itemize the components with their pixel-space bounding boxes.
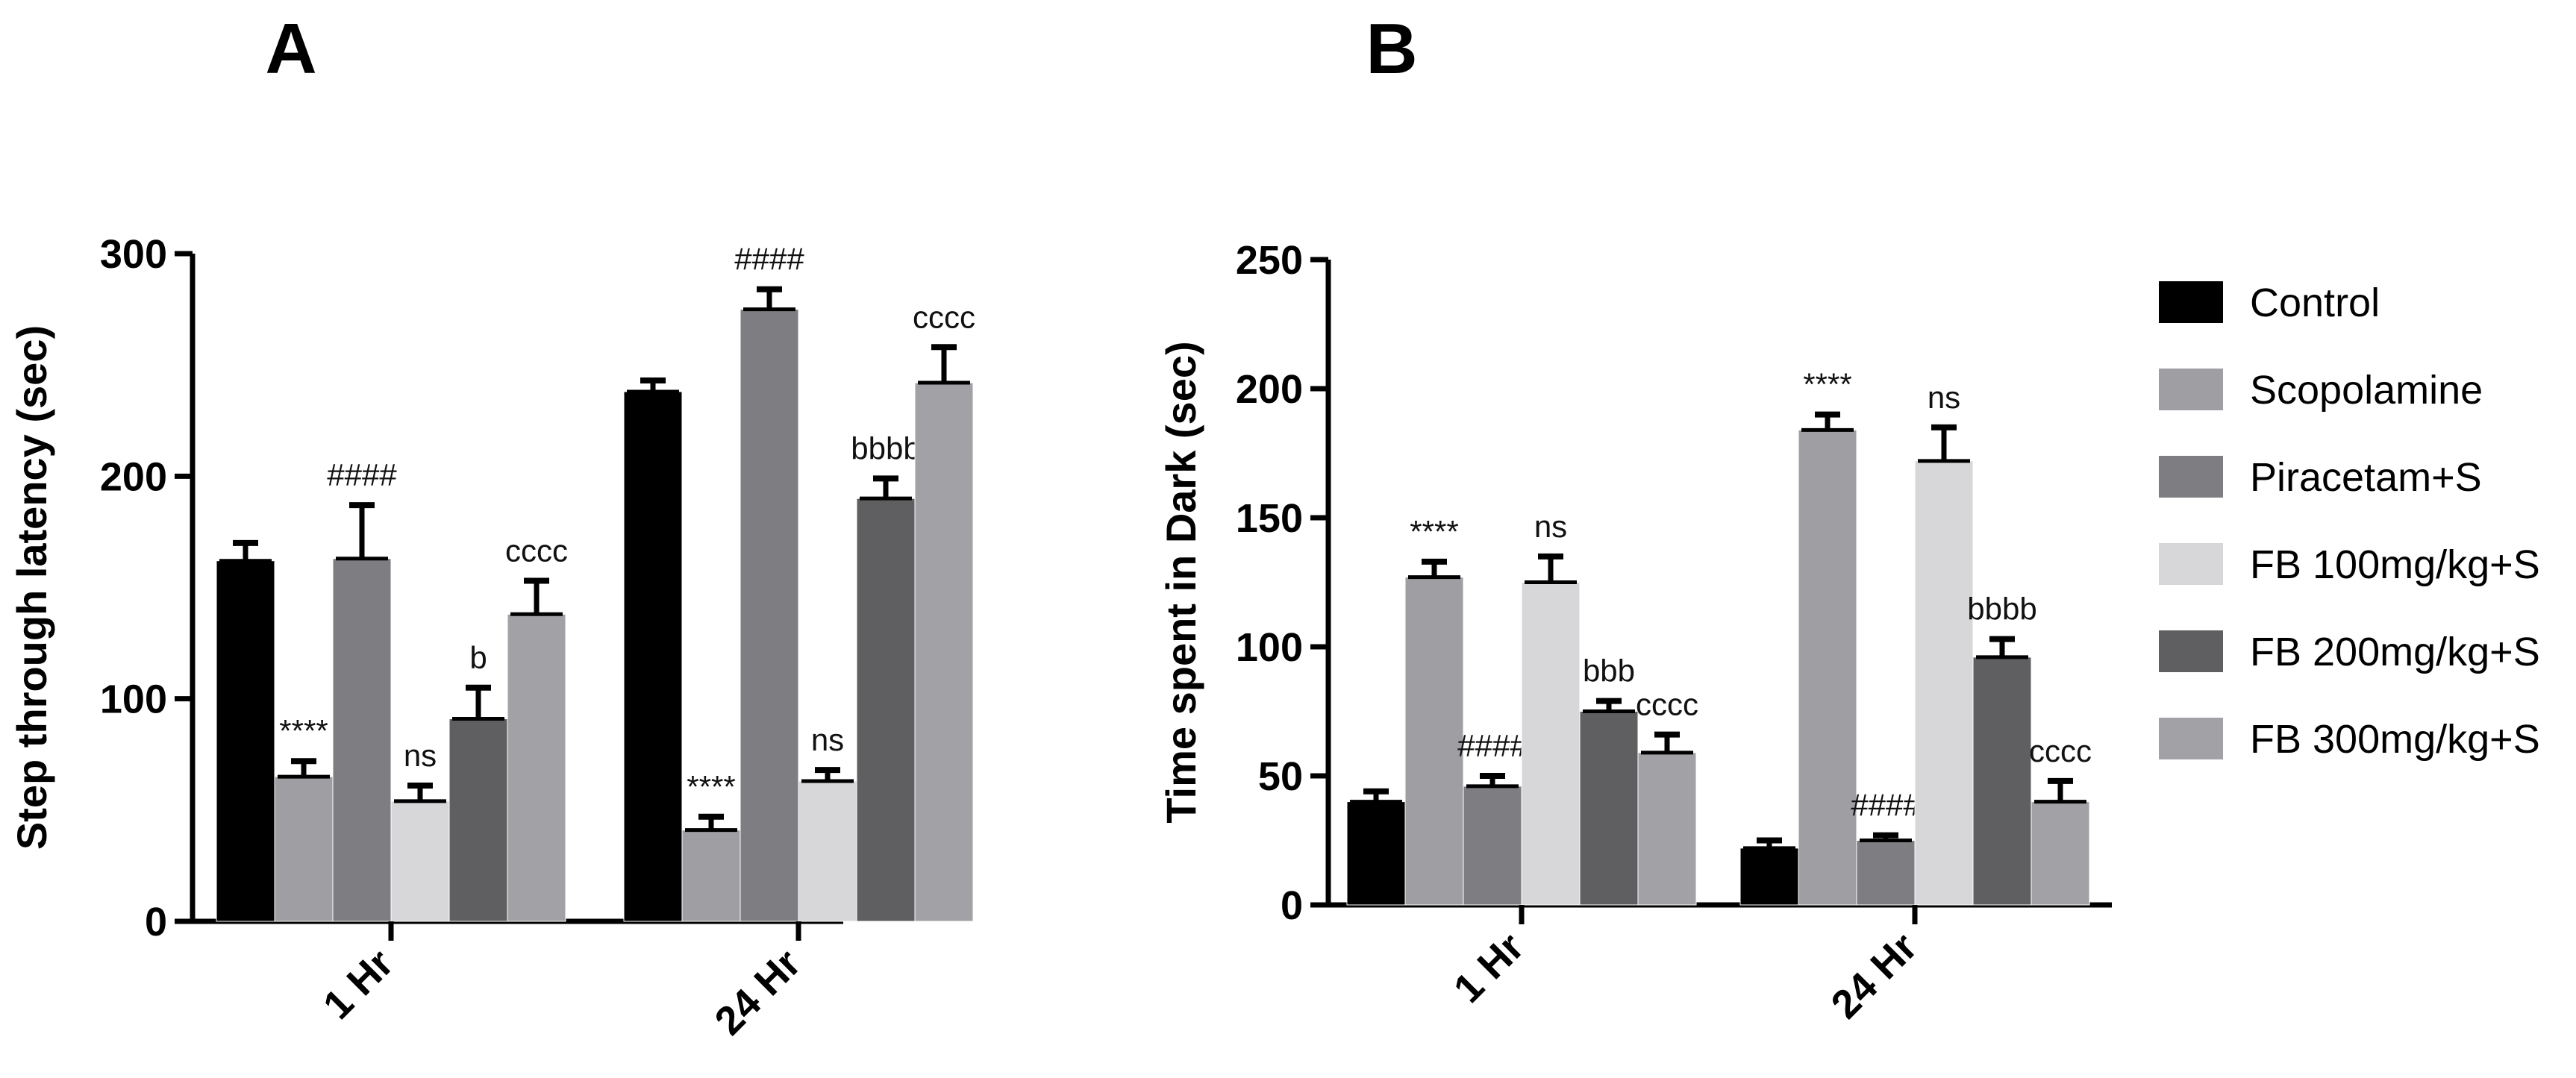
bar	[1463, 786, 1522, 906]
significance-label: ****	[279, 713, 328, 748]
significance-label: b	[469, 640, 487, 675]
bar	[332, 558, 392, 922]
bar	[1404, 577, 1464, 906]
significance-label: cccc	[1636, 687, 1698, 722]
significance-label: ****	[687, 769, 735, 804]
significance-label: ns	[404, 738, 437, 773]
legend-swatch	[2159, 718, 2223, 759]
panel-label: B	[1366, 9, 1417, 89]
bar	[623, 391, 683, 922]
significance-label: cccc	[505, 533, 568, 568]
legend-label: FB 200mg/kg+S	[2250, 630, 2540, 674]
legend-label: FB 100mg/kg+S	[2250, 542, 2540, 587]
y-tick-label: 0	[1281, 883, 1303, 928]
significance-label: bbbb	[851, 430, 920, 466]
panel-label: A	[265, 9, 316, 89]
bar	[914, 382, 974, 922]
legend: Control Scopolamine Piracetam+S FB 100mg/kg…	[2159, 281, 2540, 762]
significance-label: ****	[1803, 367, 1851, 402]
significance-label: cccc	[913, 299, 975, 334]
significance-label: ####	[1851, 788, 1921, 823]
legend-label: Piracetam+S	[2250, 455, 2482, 500]
bar	[1914, 460, 1974, 906]
bar	[448, 718, 508, 922]
y-axis-title: Time spent in Dark (sec)	[1157, 341, 1204, 823]
significance-label: cccc	[2029, 733, 2092, 768]
bar	[681, 830, 741, 922]
bar	[1972, 656, 2032, 906]
y-tick-label: 100	[1236, 625, 1303, 670]
legend-label: Control	[2250, 281, 2380, 325]
legend-swatch	[2159, 369, 2223, 410]
significance-label: bbb	[1583, 654, 1635, 689]
significance-label: bbbb	[1967, 592, 2036, 627]
significance-label: ns	[1534, 509, 1567, 544]
y-tick-label: 300	[100, 232, 167, 277]
panel-a: A Step through latency (sec) 0 100 200 300 ***…	[8, 9, 975, 1044]
bar	[856, 498, 916, 922]
y-tick-label: 50	[1258, 754, 1303, 799]
legend-swatch	[2159, 281, 2223, 323]
y-tick-label: 0	[145, 900, 167, 944]
x-category-label: 1 Hr	[315, 941, 402, 1028]
significance-label: ns	[1928, 380, 1960, 415]
bar	[2031, 801, 2090, 906]
x-category-label: 24 Hr	[1823, 924, 1926, 1027]
legend-swatch	[2159, 456, 2223, 498]
bar	[1579, 711, 1639, 906]
legend-swatch	[2159, 543, 2223, 585]
bar	[1739, 847, 1799, 906]
significance-label: ####	[734, 242, 804, 277]
legend-label: Scopolamine	[2250, 368, 2483, 413]
bar	[798, 780, 857, 922]
y-tick-label: 250	[1236, 238, 1303, 283]
bar	[740, 309, 799, 922]
y-axis-title: Step through latency (sec)	[8, 325, 55, 850]
y-tick-label: 100	[100, 677, 167, 722]
significance-label: ####	[1457, 728, 1528, 763]
bar	[1856, 840, 1916, 906]
significance-label: ****	[1410, 514, 1458, 549]
bar	[274, 776, 334, 922]
y-tick-label: 150	[1236, 496, 1303, 541]
y-tick-label: 200	[1236, 367, 1303, 412]
y-tick-label: 200	[100, 454, 167, 499]
bar	[390, 800, 450, 922]
legend-swatch	[2159, 630, 2223, 672]
x-category-label: 1 Hr	[1445, 924, 1533, 1012]
x-category-label: 24 Hr	[707, 941, 810, 1044]
bar	[1346, 801, 1406, 906]
significance-label: ####	[327, 457, 397, 492]
panel-b: B Time spent in Dark (sec) 0 50 100 150 200 250…	[1157, 9, 2112, 1027]
significance-label: ns	[811, 722, 844, 757]
bar	[1798, 429, 1857, 906]
bar	[507, 613, 566, 922]
bar	[1637, 752, 1697, 906]
bar	[1521, 582, 1581, 906]
bar	[216, 560, 275, 922]
legend-label: FB 300mg/kg+S	[2250, 717, 2540, 762]
